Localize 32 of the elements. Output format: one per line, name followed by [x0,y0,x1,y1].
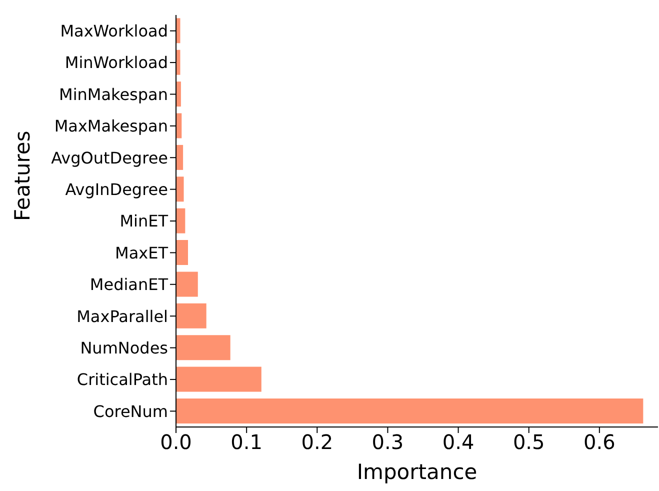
y-tick-label: NumNodes [80,338,168,358]
x-tick-label: 0.0 [160,430,192,454]
bar [176,82,181,107]
bar [176,240,188,266]
x-tick-label: 0.5 [512,430,545,454]
bar [176,366,262,392]
bar [176,208,186,234]
bar [176,144,184,170]
y-tick-label: AvgOutDegree [51,148,168,168]
y-tick-label: MaxWorkload [60,22,168,41]
x-tick-label: 0.4 [442,430,474,454]
y-tick-label: MaxMakespan [54,116,168,136]
bar [176,335,230,360]
x-axis-title: Importance [356,460,478,484]
x-tick-label: 0.1 [230,430,262,454]
y-tick-label: AvgInDegree [65,180,168,199]
y-tick-label: MinWorkload [64,53,168,72]
x-tick-label: 0.2 [301,430,334,454]
bar [176,272,198,297]
y-tick-label: CriticalPath [76,370,168,390]
y-tick-label: MaxParallel [76,306,168,326]
y-tick-label: MinET [120,212,168,231]
y-tick-label: MinMakespan [59,84,168,104]
y-tick-label: CoreNum [93,402,168,421]
y-tick-label: MaxET [115,243,168,262]
bar [176,176,184,202]
bar [176,398,644,424]
bar [176,303,206,328]
x-tick-label: 0.6 [584,430,616,454]
y-tick-label: MedianET [90,275,168,294]
x-tick-label: 0.3 [372,430,404,454]
y-axis-title: Features [10,130,34,221]
